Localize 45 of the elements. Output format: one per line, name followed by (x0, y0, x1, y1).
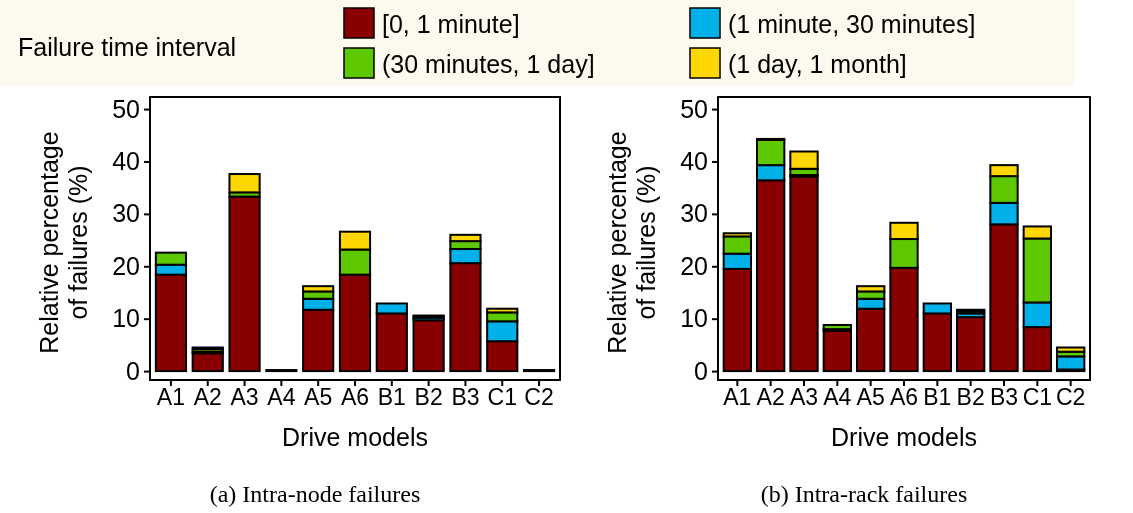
y-tick-label: 30 (112, 199, 140, 228)
legend-title: Failure time interval (18, 33, 237, 61)
x-tick-label: C1 (487, 384, 517, 411)
x-tick-label: C2 (1055, 384, 1086, 411)
x-tick-label: A3 (230, 384, 259, 411)
legend-label: (30 minutes, 1 day] (382, 50, 595, 78)
x-tick-label: B2 (414, 384, 443, 411)
x-axis-title: Drive models (831, 423, 977, 451)
x-tick-label: A3 (789, 384, 819, 411)
x-axis-title: Drive models (282, 423, 428, 451)
x-tick-label: B1 (923, 384, 952, 411)
x-tick-label: A4 (823, 384, 852, 411)
y-tick-label: 20 (112, 251, 140, 280)
x-tick-label: C1 (1022, 384, 1053, 411)
legend-label: [0, 1 minute] (382, 10, 520, 38)
x-tick-label: B3 (451, 384, 480, 411)
x-tick-label: A6 (340, 384, 370, 411)
y-tick-label: 50 (680, 94, 708, 123)
y-tick-label: 40 (112, 146, 140, 175)
x-tick-label: B3 (989, 384, 1019, 411)
y-tick-label: 30 (680, 199, 708, 228)
legend-label: (1 minute, 30 minutes] (728, 10, 976, 38)
y-tick-label: 10 (112, 304, 140, 333)
text: (b) Intra-rack failures (760, 481, 968, 507)
x-tick-label: A4 (267, 384, 296, 411)
y-tick-label: 0 (126, 356, 140, 385)
y-tick-label: 0 (694, 356, 708, 385)
y-axis-title: Relative percentage of failures (%) (35, 131, 92, 354)
x-tick-label: A5 (856, 384, 885, 411)
y-axis-title: Relative percentage of failures (%) (603, 131, 660, 354)
y-tick-label: 50 (112, 94, 140, 123)
x-tick-label: A6 (889, 384, 919, 411)
x-tick-label: A2 (193, 384, 222, 411)
x-tick-label: C2 (524, 384, 554, 411)
y-tick-label: 10 (680, 304, 708, 333)
x-tick-label: A1 (723, 384, 752, 411)
legend-label: (1 day, 1 month] (728, 50, 907, 78)
x-tick-label: B2 (956, 384, 985, 411)
x-tick-label: A2 (756, 384, 785, 411)
x-tick-label: A5 (304, 384, 333, 411)
x-tick-label: B1 (377, 384, 406, 411)
y-tick-label: 20 (680, 251, 708, 280)
x-tick-label: A1 (156, 384, 185, 411)
text: (a) Intra-node failures (209, 481, 421, 507)
y-tick-label: 40 (680, 146, 708, 175)
